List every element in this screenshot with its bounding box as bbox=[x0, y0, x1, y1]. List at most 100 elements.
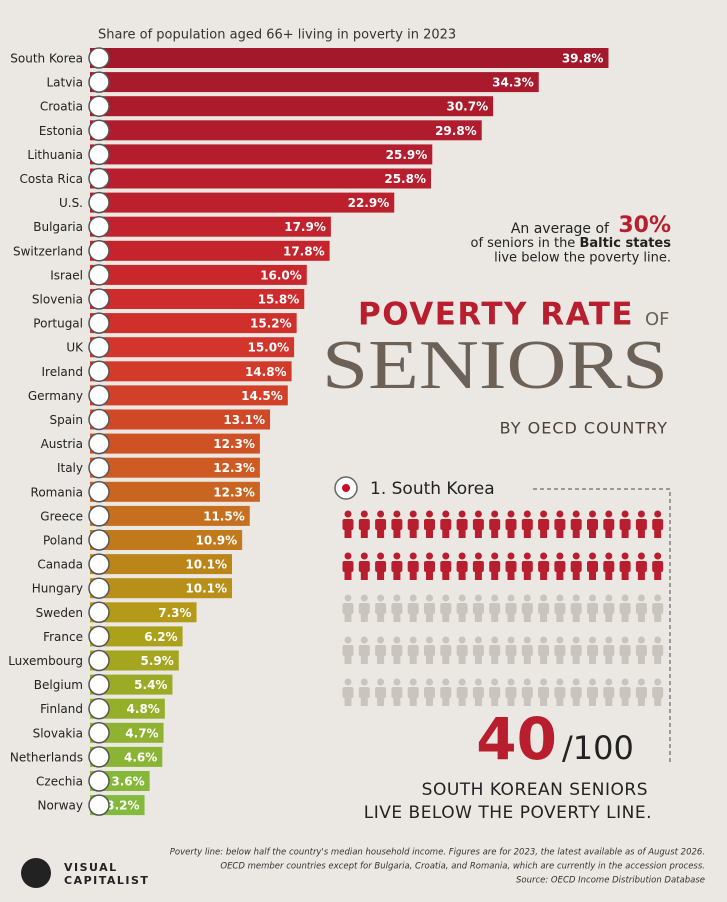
icon-body bbox=[587, 561, 598, 572]
bar bbox=[90, 216, 331, 237]
icon-legs bbox=[360, 613, 368, 622]
value-label: 4.6% bbox=[124, 750, 157, 764]
icon-legs bbox=[409, 571, 417, 580]
value-label: 22.9% bbox=[348, 196, 390, 210]
icon-head bbox=[540, 510, 548, 518]
icon-body bbox=[358, 687, 370, 698]
icon-head bbox=[409, 510, 417, 518]
flag bbox=[88, 673, 110, 696]
icon-body bbox=[375, 519, 387, 530]
icon-head bbox=[491, 552, 499, 560]
value-label: 16.0% bbox=[260, 268, 302, 282]
bar bbox=[90, 120, 482, 141]
icon-head bbox=[344, 552, 352, 560]
bar bbox=[90, 698, 165, 719]
person-icon-highlight bbox=[521, 552, 533, 580]
icon-body bbox=[619, 519, 631, 530]
person-icon bbox=[635, 678, 647, 706]
icon-legs bbox=[589, 571, 596, 580]
icon-body bbox=[424, 519, 435, 530]
category-label: Spain bbox=[49, 413, 83, 427]
icon-body bbox=[375, 687, 387, 698]
person-icon-highlight bbox=[587, 510, 598, 538]
flag bbox=[88, 697, 110, 720]
value-label: 3.6% bbox=[111, 775, 144, 789]
person-icon bbox=[587, 594, 598, 622]
person-icon bbox=[358, 636, 370, 664]
icon-body bbox=[652, 561, 664, 572]
icon-legs bbox=[344, 613, 352, 622]
icon-body bbox=[489, 561, 501, 572]
icon-head bbox=[556, 636, 564, 644]
icon-legs bbox=[344, 529, 352, 538]
bar bbox=[90, 674, 173, 695]
person-icon-highlight bbox=[440, 552, 452, 580]
icon-legs bbox=[344, 697, 352, 706]
icon-legs bbox=[507, 571, 515, 580]
value-label: 12.3% bbox=[213, 461, 255, 475]
icon-head bbox=[393, 510, 401, 518]
icon-head bbox=[360, 552, 368, 560]
icon-body bbox=[472, 561, 484, 572]
category-label: Italy bbox=[57, 461, 83, 475]
icon-legs bbox=[572, 613, 580, 622]
icon-head bbox=[393, 594, 401, 602]
person-icon bbox=[358, 678, 370, 706]
icon-legs bbox=[442, 655, 450, 664]
person-icon bbox=[375, 594, 387, 622]
person-icon-highlight bbox=[538, 510, 550, 538]
flag bbox=[88, 746, 110, 768]
value-label: 15.0% bbox=[247, 341, 289, 355]
icon-body bbox=[635, 519, 647, 530]
category-label: Hungary bbox=[32, 582, 83, 596]
icon-body bbox=[456, 561, 468, 572]
person-icon-highlight bbox=[554, 510, 566, 538]
icon-legs bbox=[540, 571, 548, 580]
icon-head bbox=[458, 636, 466, 644]
icon-legs bbox=[393, 655, 401, 664]
icon-body bbox=[554, 519, 566, 530]
icon-body bbox=[538, 645, 550, 656]
icon-legs bbox=[393, 697, 401, 706]
icon-head bbox=[393, 678, 401, 686]
icon-body bbox=[407, 687, 419, 698]
icon-head bbox=[621, 594, 629, 602]
icon-legs bbox=[426, 655, 433, 664]
person-icon-highlight bbox=[489, 552, 501, 580]
icon-legs bbox=[426, 613, 433, 622]
person-icon bbox=[391, 594, 403, 622]
person-icon bbox=[407, 594, 419, 622]
icon-body bbox=[375, 561, 387, 572]
icon-legs bbox=[393, 613, 401, 622]
icon-legs bbox=[523, 613, 531, 622]
icon-legs bbox=[621, 529, 629, 538]
icon-head bbox=[637, 594, 645, 602]
icon-body bbox=[358, 561, 370, 572]
flag bbox=[88, 336, 110, 358]
icon-legs bbox=[442, 697, 450, 706]
value-label: 25.8% bbox=[384, 172, 426, 186]
icon-body bbox=[570, 687, 582, 698]
bar bbox=[90, 96, 494, 117]
icon-legs bbox=[458, 655, 466, 664]
category-label: Norway bbox=[37, 799, 83, 813]
icon-legs bbox=[344, 571, 352, 580]
person-icon bbox=[619, 594, 631, 622]
flag bbox=[88, 312, 110, 334]
icon-head bbox=[507, 636, 515, 644]
icon-body bbox=[554, 561, 566, 572]
person-icon-highlight bbox=[619, 552, 631, 580]
flag bbox=[88, 408, 110, 431]
icon-legs bbox=[491, 529, 499, 538]
icon-body bbox=[619, 645, 631, 656]
icon-body bbox=[375, 603, 387, 614]
person-icon bbox=[489, 678, 501, 706]
flag bbox=[88, 553, 110, 575]
icon-body bbox=[619, 687, 631, 698]
icon-legs bbox=[621, 571, 629, 580]
icon-body bbox=[358, 519, 370, 530]
person-icon-highlight bbox=[505, 552, 517, 580]
person-icon-highlight bbox=[342, 510, 354, 538]
icon-head bbox=[637, 636, 645, 644]
title-line2: SENIORS bbox=[322, 327, 668, 404]
